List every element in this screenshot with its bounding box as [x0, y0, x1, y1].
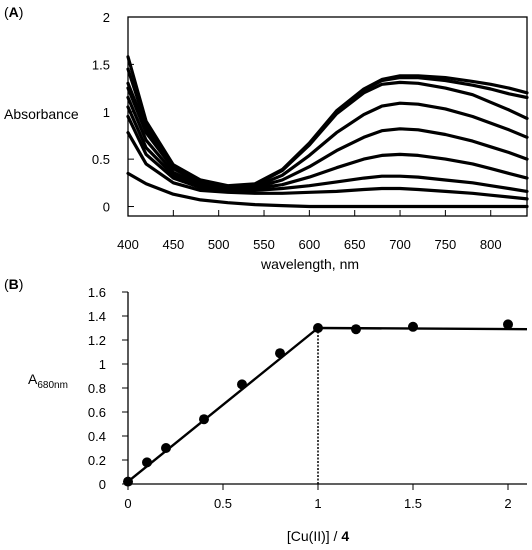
- y-tick-label-a: 2: [103, 10, 110, 25]
- x-tick-label-b: 0: [124, 496, 131, 511]
- y-tick-label-b: 0.6: [88, 405, 106, 420]
- spectrum-line: [126, 114, 529, 193]
- spectrum-line: [126, 67, 529, 189]
- data-point: [503, 319, 513, 330]
- x-tick-label-a: 500: [208, 237, 230, 252]
- y-tick-label-b: 1.6: [88, 285, 106, 300]
- y-tick-label-a: 1: [103, 105, 110, 120]
- x-tick-label-a: 400: [117, 237, 139, 252]
- y-tick-label-b: 0: [99, 477, 106, 492]
- x-axis-b: 0 0.5 1 1.5 2: [124, 484, 512, 511]
- y-tick-label-b: 1.2: [88, 333, 106, 348]
- x-axis-label-b: [Cu(II)] / 4: [287, 528, 349, 544]
- fit-line: [127, 327, 319, 483]
- panel-b: (B) 0 0.2 0.4 0.6 0.8 1 1.2 1.4 1.6 0 0.5 1 1.5 2 A6…: [4, 276, 528, 544]
- data-point: [199, 414, 209, 425]
- data-point: [351, 324, 361, 335]
- y-tick-label-a: 0.5: [92, 152, 110, 167]
- x-axis-a: 400 450 500 550 600 650 700 750 800: [117, 210, 502, 252]
- data-point: [408, 321, 418, 332]
- data-point: [313, 323, 323, 333]
- panel-a-label: (A): [4, 4, 23, 20]
- data-point: [237, 379, 247, 390]
- data-point: [161, 443, 171, 453]
- data-point: [142, 457, 152, 468]
- data-point: [123, 476, 133, 487]
- x-tick-label-b: 2: [504, 496, 511, 511]
- spectrum-line: [126, 55, 529, 188]
- y-axis-label-a: Absorbance: [4, 106, 79, 122]
- fit-lines-b: [127, 326, 528, 484]
- spectrum-line: [126, 86, 529, 190]
- x-tick-label-b: 1: [314, 496, 321, 511]
- y-tick-label-b: 0.8: [88, 381, 106, 396]
- y-tick-label-b: 0.4: [88, 429, 106, 444]
- y-axis-label-b: A680nm: [28, 371, 68, 391]
- x-tick-label-a: 650: [344, 237, 366, 252]
- y-tick-label-b: 1: [99, 357, 106, 372]
- series-group-a: [126, 55, 529, 209]
- y-axis-b: 0 0.2 0.4 0.6 0.8 1 1.2 1.4 1.6: [88, 285, 128, 492]
- x-tick-label-a: 600: [299, 237, 321, 252]
- y-tick-label-a: 1.5: [92, 57, 110, 72]
- x-tick-label-a: 550: [253, 237, 275, 252]
- spectrum-line: [126, 95, 529, 191]
- fit-line: [317, 326, 528, 331]
- x-tick-label-a: 700: [389, 237, 411, 252]
- x-tick-label-b: 0.5: [214, 496, 232, 511]
- x-tick-label-a: 450: [162, 237, 184, 252]
- panel-a: (A) 0 0.5 1 1.5 2 400 450 500 550 600 650 700 750 80…: [4, 4, 529, 272]
- panel-b-label: (B): [4, 276, 23, 292]
- x-tick-label-a: 800: [480, 237, 502, 252]
- y-axis-a: 0 0.5 1 1.5 2: [92, 10, 134, 215]
- y-tick-label-b: 1.4: [88, 309, 106, 324]
- x-axis-label-a: wavelength, nm: [260, 256, 359, 272]
- x-tick-label-a: 750: [435, 237, 457, 252]
- spectrum-line: [126, 171, 529, 209]
- data-point: [275, 348, 285, 359]
- y-tick-label-a: 0: [103, 200, 110, 215]
- points-group-b: [123, 319, 513, 487]
- spectrum-line: [126, 131, 529, 201]
- x-tick-label-b: 1.5: [404, 496, 422, 511]
- y-tick-label-b: 0.2: [88, 453, 106, 468]
